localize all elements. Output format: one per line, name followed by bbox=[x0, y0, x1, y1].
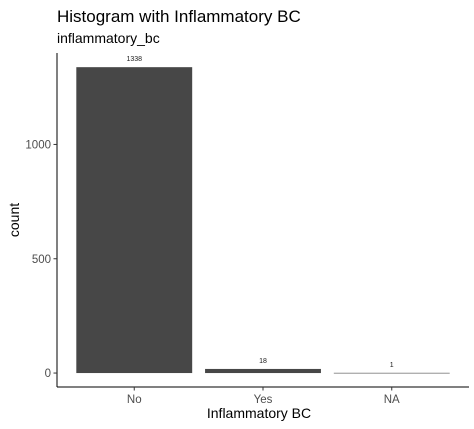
x-tick-label: No bbox=[127, 394, 142, 406]
y-ticks-layer: 0 500 1000 bbox=[25, 139, 57, 380]
x-tick-label: Yes bbox=[254, 394, 273, 406]
data-labels-layer: 1338 18 1 bbox=[126, 56, 393, 369]
y-tick-label: 1000 bbox=[25, 139, 51, 151]
x-ticks-layer: No Yes NA bbox=[127, 387, 400, 406]
y-tick-label: 500 bbox=[32, 254, 51, 266]
x-tick-label: NA bbox=[384, 394, 400, 406]
bars-layer bbox=[76, 67, 450, 374]
y-axis-title: count bbox=[6, 203, 22, 237]
bar-no bbox=[76, 67, 193, 374]
data-label-no: 1338 bbox=[126, 56, 142, 63]
y-tick-label: 0 bbox=[45, 368, 51, 380]
bar-na bbox=[333, 372, 450, 374]
x-axis-title: Inflammatory BC bbox=[207, 405, 311, 421]
bar-yes bbox=[205, 368, 321, 374]
chart-title: Histogram with Inflammatory BC bbox=[57, 7, 301, 26]
chart-subtitle: inflammatory_bc bbox=[57, 30, 160, 46]
data-label-na: 1 bbox=[390, 362, 394, 369]
data-label-yes: 18 bbox=[259, 358, 267, 365]
